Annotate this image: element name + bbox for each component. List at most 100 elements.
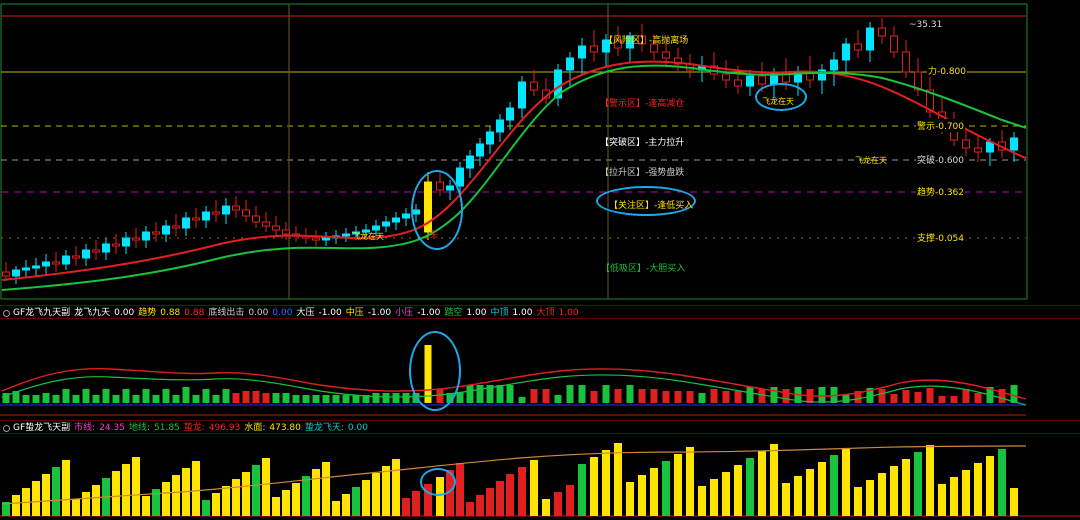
mid-histogram-bar [192,395,200,403]
mid-histogram-bar [758,389,766,403]
bottom-panel-header[interactable]: GF蛰龙飞天副 市线: 24.35 地线: 51.85 蛰龙: 496.93 水面: 473.8… [0,420,1080,434]
bottom_panel-header-token-0: GF蛰龙飞天副 [13,423,71,433]
mid-histogram-bar [602,385,610,403]
bottom_panel-header-token-8: 473.80 [269,423,301,433]
candle-body [192,217,200,221]
volume-bar [842,448,850,516]
mid-histogram-bar [232,393,240,403]
volume-bar [202,500,210,516]
mid-histogram-bar [578,385,586,403]
volume-bar [192,461,200,516]
candle-body [486,131,494,145]
volume-bar [926,445,934,516]
mid-indicator-panel[interactable]: GF龙飞九天副 龙飞九天 0.00 趋势 0.88 0.88 底线出击 0.00 0.00 大压 -… [0,305,1080,420]
mid_panel-header-token-16: 1.00 [466,308,487,318]
volume-bar [142,496,150,516]
volume-bar [710,479,718,516]
volume-bar [252,465,260,516]
mid-histogram-bar [312,395,320,403]
annotation-dragon-1: 飞龙在天 [352,232,384,241]
annotation-risk-zone: 【风险区】-高抛离场 [604,36,689,46]
mid_panel-header-token-0: GF龙飞九天副 [13,308,71,318]
candle-body [518,81,526,109]
ma-line-green [1,64,1027,291]
candle-body [854,43,862,51]
volume-bar [302,476,310,516]
volume-bar [332,501,340,516]
candle-body [626,35,634,49]
volume-bar [818,462,826,516]
mid-histogram-bar [962,389,970,403]
mid-histogram-bar [890,394,898,403]
mid_panel-header-token-7: 0.00 [248,308,269,318]
volume-bar [382,466,390,516]
volume-bar [32,481,40,516]
candle-body [242,209,250,217]
candle-body [758,75,766,85]
volume-bar [518,467,526,516]
mid-panel-header[interactable]: GF龙飞九天副 龙飞九天 0.00 趋势 0.88 0.88 底线出击 0.00 0.00 大压 -… [0,305,1080,319]
volume-bar [262,458,270,516]
candle-body [222,205,230,215]
mid-histogram-bar [32,395,40,403]
candle-body [566,57,574,71]
candle-body [122,237,130,247]
bottom_panel-header-token-10: 0.00 [347,423,368,433]
mid-histogram-bar [262,393,270,403]
bottom-chart-svg [0,443,1080,517]
candle-body [322,237,330,241]
candle-body [818,69,826,81]
mid-histogram-bar [818,387,826,403]
bottom-plot-area[interactable] [0,434,1080,520]
volume-bar [674,454,682,516]
candle-body [172,225,180,229]
volume-bar [486,488,494,516]
mid-histogram-bar [566,385,574,403]
mid-histogram-bar [92,395,100,403]
mid-histogram-bar [950,396,958,403]
candle-body [212,211,220,215]
volume-bar [878,473,886,516]
volume-bar [212,493,220,516]
mid-histogram-bar [662,391,670,403]
mid_panel-header-token-12: -1.00 [367,308,392,318]
mid-histogram-bar [686,391,694,403]
volume-bar [830,455,838,516]
volume-bar [866,480,874,516]
annotation-buy-marker: 买 [430,230,438,239]
main-kline-panel[interactable]: 【风险区】-高抛离场 【警示区】-逢高减仓 【突破区】-主力拉升 【拉升区】-强… [0,0,1080,305]
candle-body [142,231,150,241]
candle-body [902,51,910,73]
volume-bar [402,498,410,516]
volume-bar [112,471,120,516]
bottom_panel-header-token-9: 蛰龙飞天: [304,423,344,433]
volume-bar [506,474,514,516]
volume-bar [626,482,634,516]
mid-histogram-bar [12,391,20,403]
highlight-ellipse-mid-signal [409,331,461,411]
volume-bar [662,461,670,516]
candle-body [602,39,610,53]
mid_panel-header-token-10: -1.00 [318,308,342,318]
volume-bar [554,492,562,516]
bottom-volume-panel[interactable]: GF蛰龙飞天副 市线: 24.35 地线: 51.85 蛰龙: 496.93 水面: 473.8… [0,420,1080,520]
volume-bar [476,495,484,516]
volume-bar [998,449,1006,516]
bottom_panel-header-token-5: 蛰龙: [183,423,205,433]
candle-body [890,35,898,53]
volume-bar [172,475,180,516]
mid-histogram-bar [342,395,350,403]
mid-histogram-bar [362,395,370,403]
candle-body [182,217,190,229]
bottom_panel-header-token-3: 地线: [128,423,151,433]
mid-plot-area[interactable] [0,319,1080,420]
candle-body [674,57,682,65]
highlight-ellipse-focus-zone [596,186,696,216]
mid-histogram-bar [506,385,514,403]
volume-bar [242,472,250,516]
volume-bar [222,486,230,516]
mid-histogram-bar [82,389,90,403]
candle-body [22,267,30,271]
candle-body [638,35,646,45]
candle-body [506,107,514,121]
